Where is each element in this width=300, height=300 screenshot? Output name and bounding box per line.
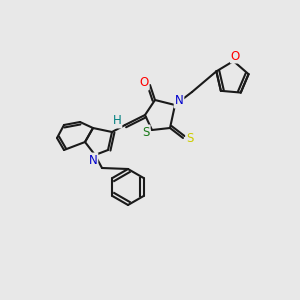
Text: H: H — [112, 115, 122, 128]
Text: N: N — [88, 154, 98, 166]
Text: O: O — [231, 50, 240, 63]
Text: N: N — [175, 94, 183, 107]
Text: S: S — [142, 125, 150, 139]
Text: O: O — [140, 76, 148, 89]
Text: S: S — [186, 131, 194, 145]
